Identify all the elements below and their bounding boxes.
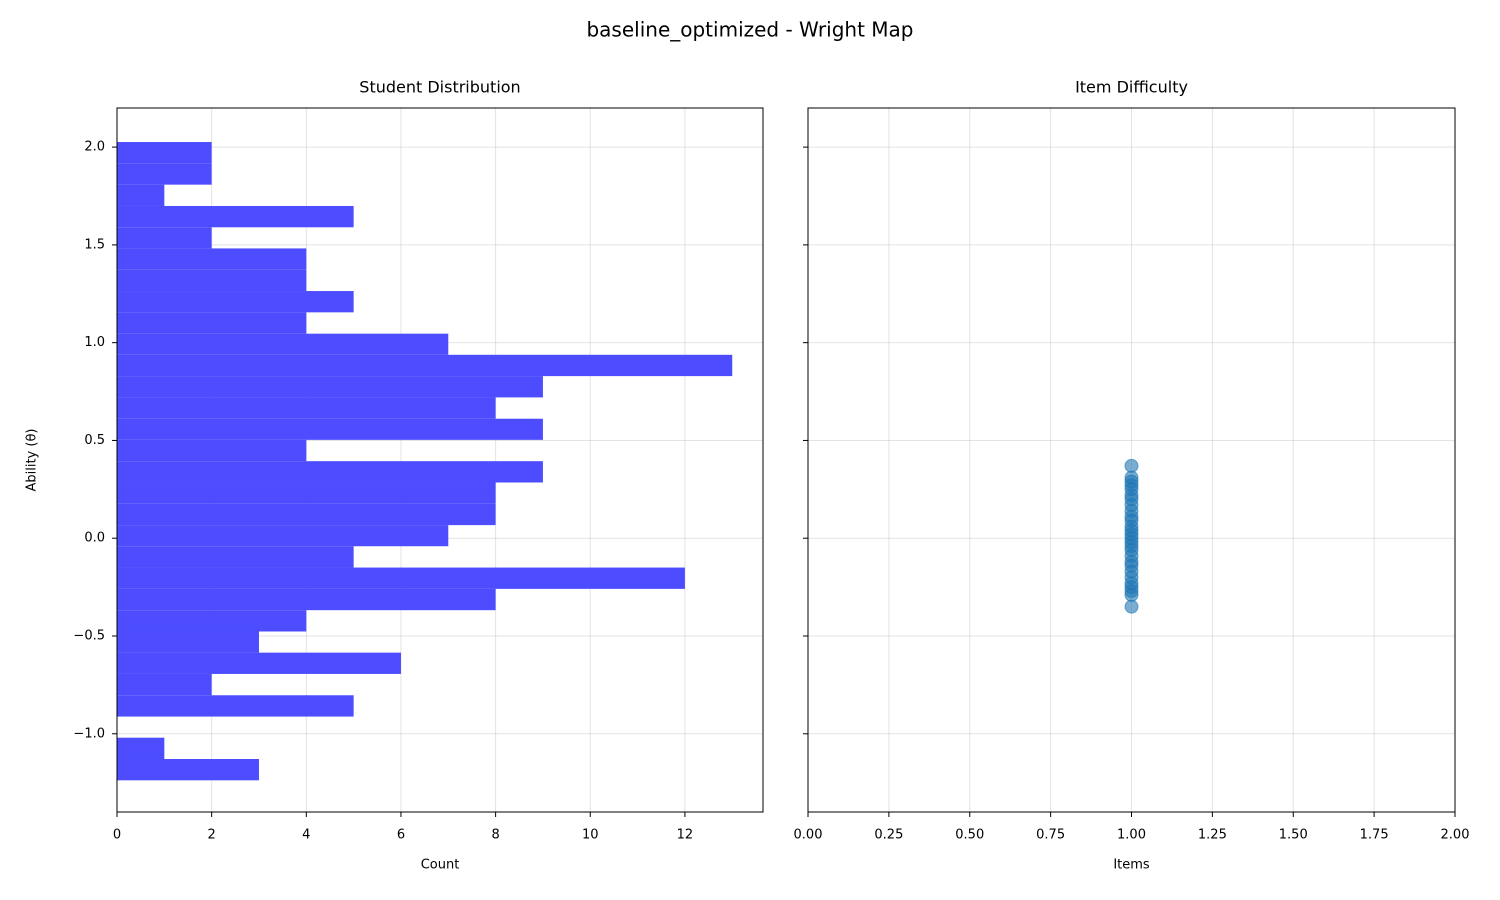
bar (117, 142, 212, 164)
x-tick-label: 4 (302, 828, 310, 843)
axes-frame (116, 107, 764, 813)
x-tick-label: 1.25 (1198, 828, 1227, 843)
y-tick-label: 0.0 (84, 531, 105, 546)
bar (117, 652, 401, 674)
point (1124, 599, 1139, 614)
bar (117, 163, 212, 185)
x-axis-label: Items (1113, 858, 1150, 873)
y-axis-label: Ability (θ) (25, 428, 40, 491)
bar (117, 759, 259, 781)
y-tick-label: −1.0 (73, 726, 105, 741)
bar (117, 610, 307, 632)
x-tick-label: 0.25 (874, 828, 903, 843)
bar (117, 439, 307, 462)
x-tick-label: 0.00 (794, 828, 823, 843)
axes-title: Student Distribution (359, 78, 520, 97)
bar (117, 461, 543, 483)
bar (117, 588, 496, 611)
x-tick-label: 1.50 (1279, 828, 1308, 843)
x-tick-label: 2 (208, 828, 216, 843)
y-tick-label: 0.5 (84, 433, 105, 448)
bar (117, 376, 543, 398)
bar (117, 525, 449, 547)
point (1124, 470, 1139, 485)
bar (117, 695, 354, 717)
bar (117, 397, 496, 419)
y-tick-label: 2.0 (84, 140, 105, 155)
bar (117, 567, 685, 589)
bar (117, 503, 496, 526)
bar (117, 354, 733, 377)
bar (117, 631, 259, 653)
bar (117, 333, 449, 355)
bar (117, 205, 354, 228)
x-tick-label: 0.75 (1036, 828, 1065, 843)
axes-title: Item Difficulty (1075, 78, 1188, 97)
bar (117, 737, 165, 760)
bar (117, 291, 354, 313)
bar (117, 546, 354, 568)
x-axis-label: Count (421, 858, 460, 873)
y-tick-label: 1.5 (84, 237, 105, 252)
x-tick-label: 8 (491, 828, 499, 843)
point (1124, 458, 1139, 473)
x-tick-label: 10 (582, 828, 599, 843)
bar (117, 248, 307, 270)
bar (117, 269, 307, 292)
bar (117, 312, 307, 334)
axes-frame (807, 107, 1456, 813)
x-tick-label: 1.75 (1360, 828, 1389, 843)
x-tick-label: 2.00 (1441, 828, 1470, 843)
bar (117, 418, 543, 440)
y-tick-label: −0.5 (73, 629, 105, 644)
x-tick-label: 0.50 (955, 828, 984, 843)
bar (117, 482, 496, 504)
bar (117, 673, 212, 696)
x-tick-label: 6 (397, 828, 405, 843)
bar (117, 227, 212, 249)
x-tick-label: 1.00 (1117, 828, 1146, 843)
y-tick-label: 1.0 (84, 335, 105, 350)
chart-title: baseline_optimized - Wright Map (586, 18, 913, 42)
x-tick-label: 0 (113, 828, 121, 843)
x-tick-label: 12 (677, 828, 694, 843)
bar (117, 184, 165, 206)
